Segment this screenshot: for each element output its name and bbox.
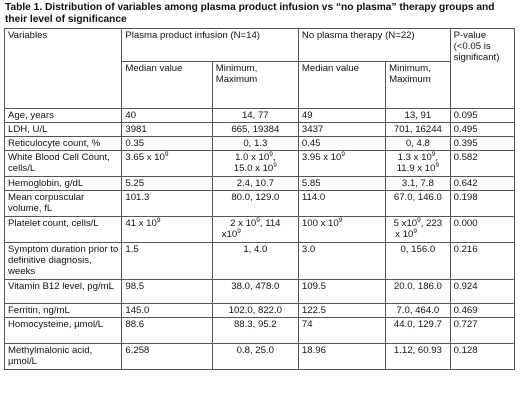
no-plasma-median: 49 bbox=[297, 108, 387, 123]
plasma-median: 3981 bbox=[121, 122, 213, 137]
plasma-median: 101.3 bbox=[121, 190, 213, 217]
table-row: Homocysteine, µmol/L 88.6 88.3, 95.2 74 … bbox=[3, 317, 516, 344]
variable-name: Methylmalonic acid, µmol/L bbox=[3, 343, 123, 370]
header-row: Variables Plasma product infusion (N=14)… bbox=[3, 28, 516, 109]
table-row: Age, years 40 14, 77 49 13, 91 0.095 bbox=[3, 108, 516, 123]
p-value: 0.216 bbox=[449, 242, 516, 280]
no-plasma-median: 114.0 bbox=[297, 190, 387, 217]
plasma-median: 88.6 bbox=[121, 317, 213, 344]
table-row: Reticulocyte count, % 0.35 0, 1.3 0.45 0… bbox=[3, 136, 516, 151]
no-plasma-minmax-header: Minimum, Maximum bbox=[385, 61, 451, 109]
plasma-range: 0, 1.3 bbox=[211, 136, 299, 151]
plasma-range: 102.0, 822.0 bbox=[211, 303, 299, 318]
plasma-range: 2.4, 10.7 bbox=[211, 176, 299, 191]
table-row: Platelet count, cells/L 41 x 109 2 x 109… bbox=[3, 216, 516, 243]
plasma-median: 0.35 bbox=[121, 136, 213, 151]
variable-name: Vitamin B12 level, pg/mL bbox=[3, 279, 123, 304]
no-plasma-range: 1.12, 60.93 bbox=[385, 343, 451, 370]
variable-name: White Blood Cell Count, cells/L bbox=[3, 150, 123, 177]
plasma-group-header: Plasma product infusion (N=14) bbox=[121, 28, 299, 62]
no-plasma-range: 0, 156.0 bbox=[385, 242, 451, 280]
p-value: 0.000 bbox=[449, 216, 516, 243]
plasma-median: 3.65 x 109 bbox=[121, 150, 213, 177]
plasma-range: 1.0 x 109, 15.0 x 109 bbox=[211, 150, 299, 177]
no-plasma-range: 0, 4.8 bbox=[385, 136, 451, 151]
variable-name: Hemoglobin, g/dL bbox=[3, 176, 123, 191]
plasma-range: 80.0, 129.0 bbox=[211, 190, 299, 217]
plasma-median: 98.5 bbox=[121, 279, 213, 304]
p-value: 0.642 bbox=[449, 176, 516, 191]
table-row: LDH, U/L 3981 665, 19384 3437 701, 16244… bbox=[3, 122, 516, 137]
plasma-median: 1.5 bbox=[121, 242, 213, 280]
variable-name: Platelet count, cells/L bbox=[3, 216, 123, 243]
no-plasma-range: 5 x109, 223 x 109 bbox=[385, 216, 451, 243]
table-row: Methylmalonic acid, µmol/L 6.258 0.8, 25… bbox=[3, 343, 516, 370]
table-row: Hemoglobin, g/dL 5.25 2.4, 10.7 5.85 3.1… bbox=[3, 176, 516, 191]
no-plasma-range: 13, 91 bbox=[385, 108, 451, 123]
data-table: Variables Plasma product infusion (N=14)… bbox=[3, 28, 516, 370]
plasma-range: 38.0, 478.0 bbox=[211, 279, 299, 304]
no-plasma-median: 3.95 x 109 bbox=[297, 150, 387, 177]
plasma-minmax-header: Minimum, Maximum bbox=[211, 61, 299, 109]
variable-name: Mean corpuscular volume, fL bbox=[3, 190, 123, 217]
plasma-range: 665, 19384 bbox=[211, 122, 299, 137]
table-row: Ferritin, ng/mL 145.0 102.0, 822.0 122.5… bbox=[3, 303, 516, 318]
variables-subheader bbox=[3, 61, 123, 109]
no-plasma-range: 67.0, 146.0 bbox=[385, 190, 451, 217]
plasma-median: 5.25 bbox=[121, 176, 213, 191]
no-plasma-median: 5.85 bbox=[297, 176, 387, 191]
subheader-row: Median value Minimum, Maximum Median val… bbox=[3, 61, 515, 109]
plasma-median: 145.0 bbox=[121, 303, 213, 318]
table-row: White Blood Cell Count, cells/L 3.65 x 1… bbox=[3, 150, 516, 177]
p-value: 0.395 bbox=[449, 136, 516, 151]
variable-name: Symptom duration prior to definitive dia… bbox=[3, 242, 123, 280]
no-plasma-range: 701, 16244 bbox=[385, 122, 451, 137]
no-plasma-median: 74 bbox=[297, 317, 387, 344]
plasma-median: 6.258 bbox=[121, 343, 213, 370]
table-row: Symptom duration prior to definitive dia… bbox=[3, 242, 516, 280]
no-plasma-range: 44.0, 129.7 bbox=[385, 317, 451, 344]
variable-name: Ferritin, ng/mL bbox=[3, 303, 123, 318]
plasma-range: 14, 77 bbox=[211, 108, 299, 123]
no-plasma-range: 1.3 x 109, 11.9 x 109 bbox=[385, 150, 451, 177]
table-row: Mean corpuscular volume, fL 101.3 80.0, … bbox=[3, 190, 516, 217]
variable-name: Homocysteine, µmol/L bbox=[3, 317, 123, 344]
p-value: 0.924 bbox=[449, 279, 516, 304]
p-value: 0.582 bbox=[449, 150, 516, 177]
no-plasma-median: 3437 bbox=[297, 122, 387, 137]
plasma-median: 40 bbox=[121, 108, 213, 123]
plasma-range: 2 x 109, 114 x109 bbox=[211, 216, 299, 243]
variable-name: LDH, U/L bbox=[3, 122, 123, 137]
no-plasma-median: 3.0 bbox=[297, 242, 387, 280]
no-plasma-median: 109.5 bbox=[297, 279, 387, 304]
no-plasma-median: 0.45 bbox=[297, 136, 387, 151]
plasma-range: 1, 4.0 bbox=[211, 242, 299, 280]
p-value: 0.198 bbox=[449, 190, 516, 217]
variables-header: Variables bbox=[3, 28, 123, 62]
p-value-header: P-value (<0.05 is significant) bbox=[449, 28, 516, 109]
p-value: 0.727 bbox=[449, 317, 516, 344]
p-value: 0.469 bbox=[449, 303, 516, 318]
plasma-range: 88.3, 95.2 bbox=[211, 317, 299, 344]
no-plasma-median: 122.5 bbox=[297, 303, 387, 318]
plasma-range: 0.8, 25.0 bbox=[211, 343, 299, 370]
no-plasma-range: 20.0, 186.0 bbox=[385, 279, 451, 304]
p-value: 0.495 bbox=[449, 122, 516, 137]
variable-name: Reticulocyte count, % bbox=[3, 136, 123, 151]
p-value: 0.095 bbox=[449, 108, 516, 123]
no-plasma-median: 18.96 bbox=[297, 343, 387, 370]
no-plasma-range: 7.0, 464.0 bbox=[385, 303, 451, 318]
variable-name: Age, years bbox=[3, 108, 123, 123]
table-row: Vitamin B12 level, pg/mL 98.5 38.0, 478.… bbox=[3, 279, 516, 304]
no-plasma-range: 3.1, 7.8 bbox=[385, 176, 451, 191]
plasma-median-header: Median value bbox=[121, 61, 213, 109]
no-plasma-median-header: Median value bbox=[297, 61, 387, 109]
no-plasma-group-header: No plasma therapy (N=22) bbox=[297, 28, 451, 62]
table-caption: Table 1. Distribution of variables among… bbox=[5, 2, 495, 25]
p-value: 0.128 bbox=[449, 343, 516, 370]
no-plasma-median: 100 x 109 bbox=[297, 216, 387, 243]
plasma-median: 41 x 109 bbox=[121, 216, 213, 243]
